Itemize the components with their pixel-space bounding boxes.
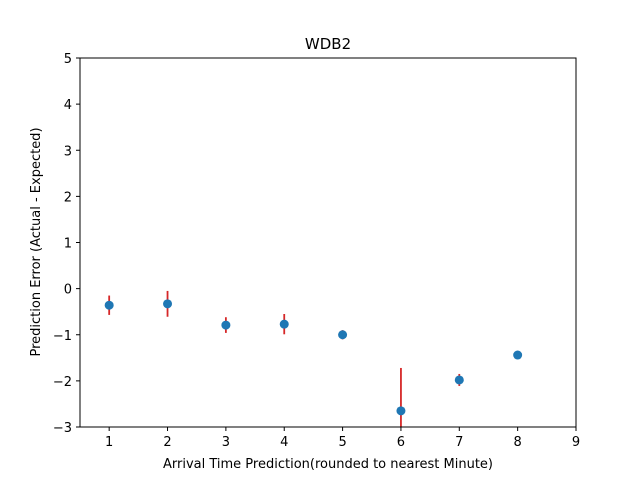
data-point	[338, 330, 348, 340]
data-point	[513, 350, 523, 360]
x-tick-label: 2	[163, 435, 171, 450]
plot-frame	[79, 57, 577, 428]
data-point	[454, 375, 464, 385]
data-point	[396, 406, 406, 416]
y-axis-label: Prediction Error (Actual - Expected)	[29, 127, 44, 356]
y-tick-label: −1	[53, 329, 72, 344]
y-tick-label: 5	[64, 52, 72, 67]
x-tick-label: 8	[514, 435, 522, 450]
y-tick-label: −2	[53, 375, 72, 390]
x-axis-label: Arrival Time Prediction(rounded to neare…	[163, 457, 493, 472]
x-tick-label: 1	[105, 435, 113, 450]
x-tick-label: 3	[222, 435, 230, 450]
x-tick-label: 9	[572, 435, 580, 450]
x-tick-label: 4	[280, 435, 288, 450]
x-tick-label: 6	[397, 435, 405, 450]
axis-ticks	[76, 57, 577, 431]
chart-title: WDB2	[305, 35, 351, 53]
plot-marks	[104, 290, 523, 427]
x-tick-labels: 1 2 3 4 5 6 7 8 9	[105, 435, 580, 450]
y-tick-label: 3	[64, 144, 72, 159]
data-point	[279, 319, 289, 329]
data-point	[163, 299, 173, 309]
y-tick-label: −3	[53, 421, 72, 436]
y-tick-labels: −3 −2 −1 0 1 2 3 4 5	[53, 52, 72, 436]
y-tick-label: 2	[64, 190, 72, 205]
x-tick-label: 5	[338, 435, 346, 450]
y-tick-label: 4	[64, 98, 72, 113]
x-tick-label: 7	[455, 435, 463, 450]
y-tick-label: 1	[64, 237, 72, 252]
data-point	[104, 300, 114, 310]
y-tick-label: 0	[64, 283, 72, 298]
data-point	[221, 320, 231, 330]
